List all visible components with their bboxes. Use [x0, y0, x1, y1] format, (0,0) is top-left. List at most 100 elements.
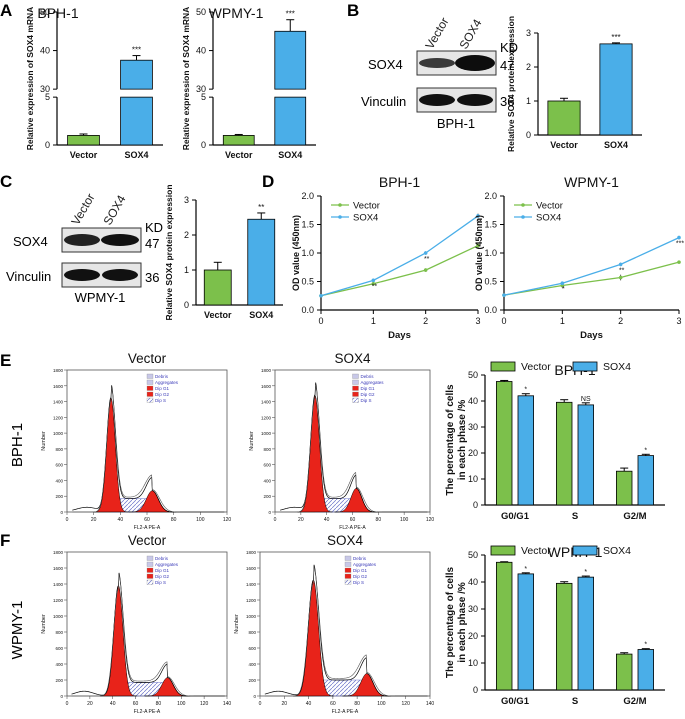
raw-data-curve: [71, 574, 225, 697]
x-tick-label: G2/M: [623, 511, 646, 522]
y-tick-label: 50: [196, 7, 206, 17]
legend-swatch: [146, 573, 154, 579]
y-tick-label: 20: [468, 631, 478, 641]
y-tick-label: 400: [55, 662, 63, 667]
g1-peak: [99, 585, 137, 697]
x-tick-label: G2/M: [623, 696, 646, 707]
y-tick-label: 0: [45, 140, 50, 150]
legend-label: Debris: [155, 556, 169, 561]
x-tick-label: 1: [371, 316, 376, 326]
legend-label: Dip G1: [353, 568, 368, 573]
y-tick-label: 5: [45, 92, 50, 102]
y-tick-label: 1800: [53, 368, 64, 373]
y-tick-label: 30: [468, 604, 478, 614]
x-axis-label: FL2-A PE-A: [339, 525, 366, 531]
data-point-vector: [677, 260, 681, 264]
y-tick-label: 10: [468, 474, 478, 484]
blot-b-kd-label: KD: [500, 40, 518, 55]
y-tick-label: 200: [263, 494, 271, 499]
bar-vector: [203, 269, 232, 306]
y-tick-label: 2.0: [484, 191, 497, 201]
legend-label: Aggregates: [155, 380, 179, 385]
significance-label: ***: [132, 46, 141, 55]
x-tick-label: G0/G1: [501, 696, 530, 707]
bar-vector: [616, 470, 633, 506]
y-tick-label: 1600: [53, 384, 64, 389]
x-axis-label: Days: [388, 330, 411, 341]
histogram-title: SOX4: [334, 351, 371, 366]
y-tick-label: 600: [263, 463, 271, 468]
data-point-sox4: [560, 281, 565, 286]
y-tick-label: 40: [196, 46, 206, 56]
y-tick-label: 1800: [261, 368, 272, 373]
x-tick-label: 80: [171, 517, 177, 523]
x-tick-label: G0/G1: [501, 511, 530, 522]
histogram-title: SOX4: [327, 533, 364, 548]
blot-b-vinculin-band-sox4: [457, 94, 493, 106]
bar-sox4: [637, 455, 655, 506]
panel-letter-e: E: [0, 351, 11, 370]
legend-label-sox4: SOX4: [603, 545, 631, 557]
y-tick-label: 1000: [53, 431, 64, 436]
significance-label: ***: [286, 10, 295, 19]
bar-sox4: [599, 43, 633, 136]
significance-label: **: [258, 203, 264, 212]
significance-label: *: [644, 447, 647, 454]
y-axis-label: Number: [249, 431, 255, 451]
legend-swatch: [146, 379, 154, 385]
g1-peak: [292, 579, 334, 697]
bar-sox4: [247, 218, 276, 306]
significance-label: *: [584, 569, 587, 576]
legend-swatch: [352, 373, 359, 379]
x-tick-label: SOX4: [604, 140, 628, 150]
y-tick-label: 5: [201, 92, 206, 102]
y-axis-label: OD value (450nm): [474, 215, 484, 291]
legend-marker-sox4: [338, 215, 342, 219]
legend-label-vector: Vector: [521, 361, 551, 373]
panel-letter-b: B: [347, 1, 359, 20]
significance-label: **: [372, 283, 378, 290]
blot-b-lane-sox4: SOX4: [456, 16, 484, 51]
bar-vector: [222, 135, 255, 146]
blot-b-kd-47: 47: [500, 58, 514, 73]
y-tick-label: 2.0: [301, 191, 314, 201]
legend-marker-sox4: [521, 215, 525, 219]
bar-vector: [547, 100, 581, 136]
data-point-sox4: [618, 262, 623, 267]
y-axis-label: Relative expression of SOX4 mRNA: [181, 7, 191, 151]
y-tick-label: 10: [468, 658, 478, 668]
x-tick-label: 120: [426, 517, 435, 523]
flow-histogram-e-sox4: 0 200 400 600 800 1000 1200 1400 1600 1800 0 20 40 60…: [249, 351, 434, 531]
y-tick-label: 600: [55, 463, 63, 468]
data-point-sox4: [502, 293, 506, 297]
y-tick-label: 0: [201, 140, 206, 150]
panel-letter-d: D: [262, 172, 274, 191]
total-fit-curve: [72, 385, 225, 513]
legend-swatch-vector: [490, 545, 516, 556]
significance-label: *: [524, 566, 527, 573]
flow-row-label-wpmy1: WPMY-1: [9, 601, 26, 660]
bar-vector: [616, 653, 633, 691]
data-point-sox4: [371, 278, 376, 283]
y-tick-label: 1200: [261, 415, 272, 420]
legend-swatch-sox4: [572, 361, 598, 372]
y-tick-label: 0: [253, 694, 256, 699]
y-tick-label: 1.5: [301, 220, 314, 230]
y-axis-label: Relative SOX4 protein expression: [506, 16, 516, 152]
x-tick-label: 20: [87, 701, 93, 707]
legend-swatch-sox4: [572, 545, 598, 556]
chart-title: WPMY-1: [564, 174, 619, 190]
y-tick-label: 30: [468, 422, 478, 432]
legend-label: Dip S: [353, 580, 364, 585]
bar-vector: [495, 561, 513, 691]
flow-row-label-bph1: BPH-1: [9, 423, 26, 467]
y-axis-label: OD value (450nm): [291, 215, 301, 291]
x-tick-label: 100: [400, 517, 409, 523]
blot-c-row-sox4: SOX4: [13, 234, 48, 249]
blot-c-kd-label: KD: [145, 220, 163, 235]
data-point-sox4: [677, 235, 681, 240]
y-tick-label: 0.0: [301, 305, 314, 315]
y-axis-label-line2: in each phase /%: [457, 582, 468, 663]
y-tick-label: 30: [196, 84, 206, 94]
